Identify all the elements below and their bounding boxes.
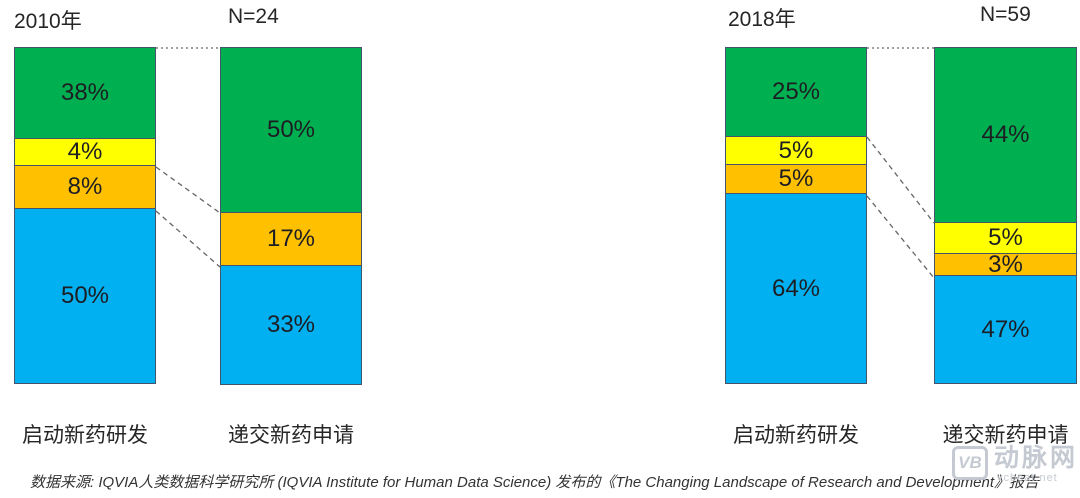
category-label: 递交新药申请 <box>228 424 354 447</box>
blue-segment: 47% <box>934 275 1077 384</box>
segment-value-label: 17% <box>266 225 316 252</box>
segment-value-label: 5% <box>778 165 814 192</box>
connector-line <box>155 210 221 268</box>
green-segment: 38% <box>14 47 156 139</box>
watermark-brand: 动脉网 <box>993 444 1078 472</box>
yellow-segment: 5% <box>934 222 1077 254</box>
category-label: 启动新药研发 <box>733 424 859 447</box>
watermark-domain: vcbeat.net <box>996 472 1058 484</box>
watermark-logo-icon: VB <box>951 446 988 480</box>
green-segment: 44% <box>934 47 1077 223</box>
segment-value-label: 25% <box>771 78 821 105</box>
yellow-segment: 5% <box>725 136 867 165</box>
segment-value-label: 64% <box>771 274 821 302</box>
blue-segment: 50% <box>14 208 156 384</box>
source-note: 数据来源: IQVIA人类数据科学研究所 (IQVIA Institute fo… <box>30 474 1039 491</box>
year-label-2018: 2018年 <box>728 8 796 31</box>
orange-segment: 5% <box>725 164 867 194</box>
segment-value-label: 47% <box>981 315 1030 343</box>
blue-segment: 64% <box>725 193 867 384</box>
segment-value-label: 4% <box>67 138 103 165</box>
segment-value-label: 38% <box>60 79 110 106</box>
orange-segment: 17% <box>220 212 362 266</box>
stacked-bar-2018年-启动新药研发: 25% 5% 5% 64% <box>725 47 867 384</box>
stacked-bar-2018年-递交新药申请: 44% 5% 3% 47% <box>934 47 1077 384</box>
year-label-2010: 2010年 <box>14 10 82 33</box>
segment-value-label: 44% <box>981 121 1030 148</box>
stacked-bar-2010年-启动新药研发: 38% 4% 8% 50% <box>14 47 156 384</box>
segment-value-label: 5% <box>988 224 1023 251</box>
segment-value-label: 50% <box>60 282 110 309</box>
connector-line <box>866 195 935 279</box>
segment-value-label: 3% <box>988 250 1023 278</box>
yellow-segment: 4% <box>14 138 156 166</box>
category-label: 启动新药研发 <box>22 424 148 447</box>
segment-value-label: 8% <box>67 173 103 200</box>
watermark: VB 动脉网 vcbeat.net <box>951 444 1078 484</box>
green-segment: 50% <box>220 47 362 213</box>
sample-size-label-2018: N=59 <box>980 3 1031 26</box>
segment-value-label: 50% <box>266 116 316 143</box>
orange-segment: 8% <box>14 165 156 209</box>
orange-segment: 3% <box>934 250 1077 278</box>
sample-size-label-2010: N=24 <box>228 5 279 28</box>
stacked-bar-2010年-递交新药申请: 50% 17% 33% <box>220 47 362 385</box>
category-label: 递交新药申请 <box>942 424 1069 447</box>
segment-value-label: 33% <box>266 311 316 338</box>
segment-value-label: 5% <box>778 136 814 164</box>
blue-segment: 33% <box>220 265 362 385</box>
connector-line <box>866 136 935 224</box>
connector-line <box>155 166 221 214</box>
green-segment: 25% <box>725 47 867 137</box>
